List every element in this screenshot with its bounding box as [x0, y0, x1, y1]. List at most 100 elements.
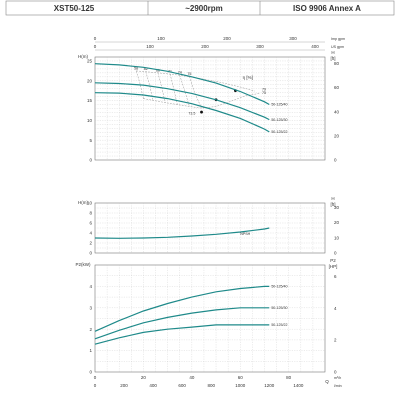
y2-tick-label: 2: [334, 338, 337, 343]
head-panel: 0 5 10 15 20 25H(m) 0 20 40 60 80 H[ft] 0 100 200 300 Im…: [78, 36, 345, 163]
series-label: 50-125/40: [271, 285, 287, 289]
efficiency-label-right: 75: [262, 91, 266, 95]
efficiency-label: 66: [156, 68, 160, 72]
top-scale-tick: 300: [289, 36, 297, 41]
y-tick-label: 2: [89, 327, 92, 332]
y-tick-label: 10: [87, 118, 93, 123]
top-scale-tick: 200: [223, 36, 231, 41]
efficiency-axis-label: η [%]: [243, 75, 253, 80]
bottom-scale-tick: 600: [178, 383, 186, 388]
y2-tick-label: 4: [334, 306, 337, 311]
y2-tick-label: 6: [334, 274, 337, 279]
y-tick-label: 0: [89, 251, 92, 256]
bottom-scale-tick: 1000: [235, 383, 246, 388]
y2-tick-label: 0: [334, 158, 337, 163]
top-scale-unit: US gpm: [331, 45, 344, 49]
y-tick-label: 1: [89, 348, 92, 353]
bottom-scale-tick: 20: [141, 375, 147, 380]
y-axis-label: H(m): [78, 200, 88, 205]
y-tick-label: 10: [87, 201, 93, 206]
efficiency-line: [169, 73, 178, 105]
y-tick-label: 20: [87, 78, 93, 83]
y2-tick-label: 40: [334, 109, 340, 114]
series-line: [94, 307, 270, 340]
y2-axis-label: H: [331, 196, 334, 201]
top-scale-unit: Imp gpm: [331, 37, 345, 41]
y2-axis-unit: [ft]: [330, 202, 335, 207]
model-name: XST50-125: [54, 4, 95, 13]
y-axis-label: H(m): [78, 54, 88, 59]
series-line: [94, 227, 270, 239]
efficiency-envelope: [136, 70, 255, 92]
series-line: [94, 285, 270, 332]
y2-tick-label: 60: [334, 85, 340, 90]
series-label: 50-125/40: [271, 103, 287, 107]
y-axis-label: P2(kW): [76, 262, 92, 267]
bottom-scale-tick: 0: [94, 375, 97, 380]
y2-axis-unit: [HP]: [329, 264, 338, 269]
y-tick-label: 6: [89, 221, 92, 226]
y-tick-label: 3: [89, 305, 92, 310]
y2-tick-label: 10: [334, 235, 340, 240]
y-tick-label: 5: [89, 138, 92, 143]
header: XST50-125 ~2900rpm ISO 9906 Annex A: [5, 0, 395, 16]
y-tick-label: 2: [89, 241, 92, 246]
bottom-scale-unit: l/min: [334, 384, 342, 388]
bottom-scale-tick: 400: [149, 383, 157, 388]
bottom-scale-tick: 60: [238, 375, 244, 380]
bottom-scale-tick: 1400: [293, 383, 304, 388]
series-label: NPSH: [240, 232, 250, 236]
efficiency-line: [157, 72, 166, 103]
speed-label: ~2900rpm: [185, 4, 223, 13]
efficiency-label: 74: [178, 71, 182, 75]
y2-axis-label: H: [331, 50, 334, 55]
efficiency-label-low: 73.5: [188, 111, 195, 115]
top-scale-tick: 100: [157, 36, 165, 41]
y-tick-label: 8: [89, 211, 92, 216]
efficiency-label-right: 79: [262, 87, 266, 91]
bottom-scale-tick: 80: [286, 375, 292, 380]
y-tick-label: 4: [89, 284, 92, 289]
bottom-scale-tick: 40: [189, 375, 195, 380]
y-tick-label: 4: [89, 231, 92, 236]
y2-axis-unit: [ft]: [330, 56, 335, 61]
top-scale-tick: 0: [94, 36, 97, 41]
bottom-scale-tick: 200: [120, 383, 128, 388]
top-scale-tick: 400: [311, 44, 319, 49]
top-scale-tick: 300: [256, 44, 264, 49]
series-label: 50-125/22: [271, 323, 287, 327]
y2-tick-label: 80: [334, 61, 340, 66]
series-line: [94, 92, 270, 133]
y2-tick-label: 30: [334, 205, 340, 210]
series-line: [94, 82, 270, 121]
series-line: [94, 324, 270, 345]
efficiency-line: [135, 70, 144, 99]
y2-tick-label: 0: [334, 370, 337, 375]
efficiency-envelope-low: [143, 93, 260, 109]
efficiency-line: [189, 76, 202, 109]
top-scale-tick: 100: [146, 44, 154, 49]
y2-axis-label: P2: [330, 258, 336, 263]
top-scale-tick: 0: [94, 44, 97, 49]
y2-tick-label: 20: [334, 133, 340, 138]
y-tick-label: 15: [87, 98, 93, 103]
y-tick-label: 0: [89, 370, 92, 375]
efficiency-label: 58: [134, 66, 138, 70]
bottom-scale-tick: 0: [94, 383, 97, 388]
bottom-scale-unit: m³/h: [334, 376, 341, 380]
x-axis-label: Q: [325, 379, 329, 384]
y-tick-label: 25: [87, 59, 93, 64]
efficiency-marker: [200, 110, 203, 114]
series-label: 50-125/22: [271, 130, 287, 134]
bottom-scale-tick: 1200: [264, 383, 275, 388]
efficiency-line: [179, 75, 190, 107]
efficiency-label: 75: [187, 72, 191, 76]
series-line: [94, 63, 270, 106]
top-scale-tick: 200: [201, 44, 209, 49]
y2-tick-label: 20: [334, 220, 340, 225]
bottom-scale-tick: 800: [207, 383, 215, 388]
efficiency-line: [145, 71, 154, 101]
